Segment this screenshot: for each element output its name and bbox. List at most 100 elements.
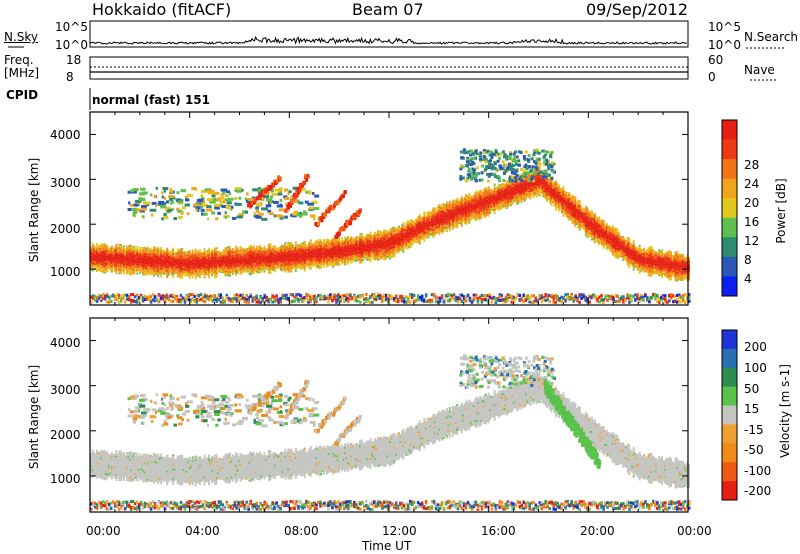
power-cell	[155, 266, 158, 268]
power-cell	[169, 267, 172, 270]
power-cell	[154, 254, 157, 256]
power-cell	[119, 252, 122, 255]
power-cell	[223, 272, 226, 275]
power-cell	[130, 255, 133, 258]
power-cell	[202, 259, 205, 262]
power-cell	[173, 252, 176, 255]
power-cell	[487, 186, 490, 189]
power-cell	[124, 264, 127, 267]
power-cell	[220, 264, 223, 266]
power-cell	[94, 259, 97, 262]
power-cell	[118, 259, 121, 262]
power-cell	[235, 263, 238, 266]
power-cell	[110, 251, 113, 253]
power-cell	[103, 243, 106, 245]
power-cell	[122, 268, 125, 271]
power-cell	[101, 247, 104, 250]
power-cell	[152, 249, 155, 252]
power-cell	[160, 261, 163, 264]
power-cell	[475, 190, 478, 193]
power-cell	[211, 268, 214, 271]
power-cell	[193, 253, 196, 256]
power-cell	[163, 253, 166, 256]
power-cell	[196, 258, 199, 261]
power-cell	[173, 266, 176, 269]
power-cell	[178, 263, 181, 265]
power-cell	[115, 259, 118, 262]
power-cell	[158, 271, 161, 273]
power-cell	[176, 263, 179, 265]
power-cell	[139, 254, 142, 256]
power-cell	[167, 268, 170, 271]
power-cell	[133, 260, 136, 262]
power-cell	[95, 266, 98, 269]
power-cell	[191, 269, 194, 272]
power-cell	[203, 249, 206, 252]
power-cell	[104, 251, 107, 254]
power-cell	[199, 267, 202, 270]
power-cell	[238, 251, 240, 254]
power-cell	[208, 267, 211, 270]
power-cell	[214, 270, 217, 273]
power-cell	[593, 212, 596, 215]
power-cell	[230, 251, 233, 254]
power-cell	[181, 264, 184, 266]
power-cell	[139, 272, 142, 274]
power-cell	[142, 259, 145, 262]
power-cell	[110, 254, 113, 257]
power-cell	[134, 264, 137, 267]
power-cell	[211, 267, 214, 269]
power-cell	[172, 276, 175, 279]
power-cell	[139, 250, 142, 253]
power-cell	[203, 269, 206, 272]
power-cell	[151, 260, 154, 262]
power-cell	[128, 259, 131, 261]
power-cell	[118, 243, 121, 246]
power-cell	[101, 249, 104, 252]
power-cell	[212, 271, 215, 274]
power-cell	[224, 263, 227, 266]
power-cell	[116, 254, 119, 257]
power-cell	[115, 272, 118, 275]
power-cell	[95, 246, 98, 249]
power-cell	[249, 244, 252, 247]
power-cell	[137, 260, 140, 263]
power-cell	[360, 232, 363, 235]
power-cell	[193, 260, 196, 263]
power-cell	[145, 249, 148, 252]
power-cell	[309, 241, 312, 243]
power-cell	[179, 269, 182, 272]
power-cell	[230, 257, 233, 259]
power-cell	[252, 272, 255, 275]
power-cell	[110, 263, 113, 266]
power-cell	[140, 265, 143, 267]
power-cell	[152, 246, 155, 248]
power-cell	[97, 267, 100, 269]
power-cell	[202, 270, 205, 273]
power-cell	[178, 259, 181, 262]
power-cell	[148, 253, 151, 256]
power-cell	[146, 264, 149, 267]
power-cell	[181, 271, 184, 274]
power-cell	[103, 270, 106, 272]
power-cell	[332, 237, 335, 240]
power-cell	[158, 263, 161, 266]
power-cell	[191, 249, 194, 252]
power-cell	[196, 265, 199, 268]
power-cell	[227, 253, 230, 256]
power-cell	[121, 266, 124, 269]
power-cell	[157, 271, 160, 274]
power-cell	[242, 270, 245, 273]
power-cell	[103, 252, 106, 254]
power-cell	[154, 270, 157, 273]
power-cell	[172, 272, 175, 275]
power-cell	[116, 252, 119, 255]
power-cell	[107, 265, 110, 268]
power-cell	[91, 260, 94, 263]
power-cell	[145, 262, 148, 265]
power-cell	[107, 263, 110, 266]
power-cell	[128, 273, 131, 276]
power-cell	[109, 247, 112, 250]
power-cell	[103, 268, 106, 271]
power-cell	[163, 262, 166, 265]
